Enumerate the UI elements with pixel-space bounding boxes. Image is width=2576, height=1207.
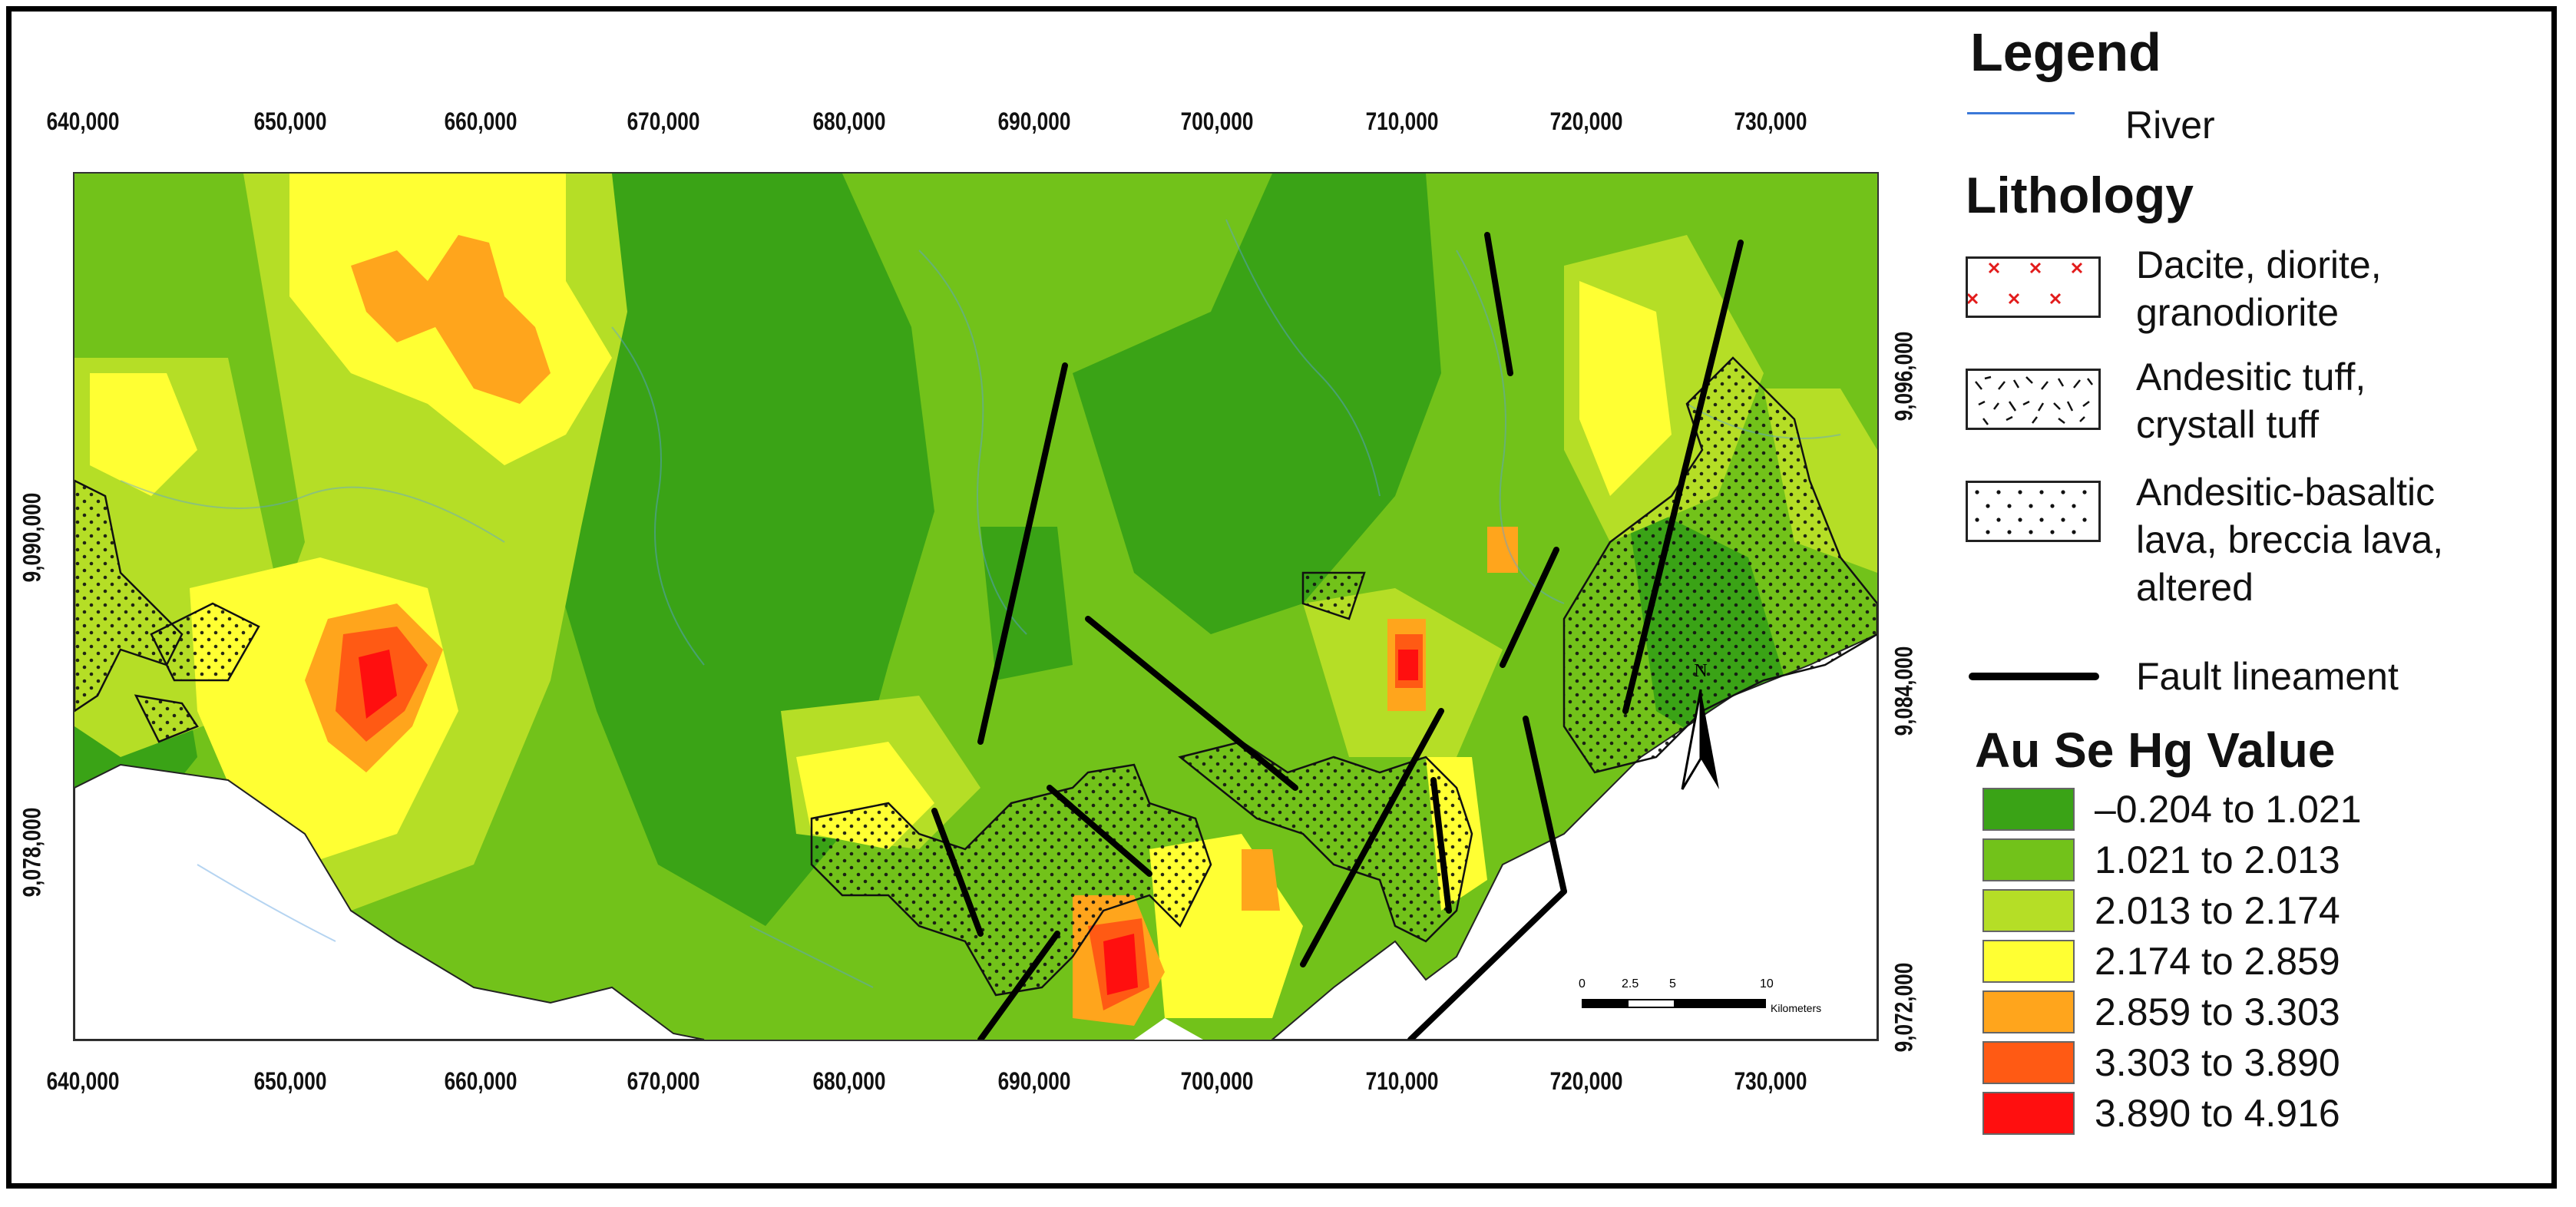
scale-bar: 0 2.5 5 10 Kilometers (1579, 977, 1858, 1030)
class-label: 3.303 to 3.890 (2095, 1041, 2340, 1084)
river-network (120, 219, 1841, 988)
x-tick-label: 690,000 (997, 107, 1071, 135)
class-swatch (1982, 990, 2075, 1033)
lithology-label-dacite: Dacite, diorite, granodiorite (2136, 241, 2382, 336)
scale-label: 2.5 (1622, 977, 1639, 990)
lithology-label-line: crystall tuff (2136, 403, 2320, 446)
class-label: 2.174 to 2.859 (2095, 940, 2340, 983)
class-label: 1.021 to 2.013 (2095, 838, 2340, 881)
river-line-symbol (1967, 112, 2075, 114)
x-tick-label: 700,000 (1180, 107, 1254, 135)
x-tick-label: 710,000 (1365, 107, 1439, 135)
x-tick-label: 670,000 (627, 1067, 700, 1095)
lithology-title: Lithology (1966, 167, 2194, 223)
lava-pattern-swatch (1966, 481, 2101, 542)
scale-label: 10 (1760, 977, 1774, 990)
lithology-label-line: altered (2136, 566, 2254, 609)
x-tick-label: 650,000 (253, 107, 327, 135)
scale-unit: Kilometers (1771, 1002, 1822, 1014)
north-arrow: N (1679, 661, 1722, 801)
x-tick-label: 700,000 (1180, 1067, 1254, 1095)
y-tick-label: 9,096,000 (1890, 331, 1918, 422)
x-tick-label: 640,000 (46, 1067, 120, 1095)
x-tick-label: 670,000 (627, 107, 700, 135)
dacite-pattern-swatch (1966, 256, 2101, 318)
class-label: 2.013 to 2.174 (2095, 889, 2340, 932)
class-swatch (1982, 1092, 2075, 1135)
lithology-label-line: lava, breccia lava, (2136, 518, 2444, 561)
x-tick-label: 730,000 (1734, 107, 1807, 135)
tuff-pattern-swatch (1966, 369, 2101, 430)
class-swatch (1982, 838, 2075, 881)
x-tick-label: 690,000 (997, 1067, 1071, 1095)
class-swatch (1982, 940, 2075, 983)
scale-label: 0 (1579, 977, 1586, 990)
y-tick-label: 9,078,000 (18, 807, 46, 898)
x-tick-label: 640,000 (46, 107, 120, 135)
legend-title: Legend (1970, 22, 2161, 82)
scale-bar-graphic (1582, 999, 1766, 1008)
x-tick-label: 730,000 (1734, 1067, 1807, 1095)
fault-line-symbol (1969, 673, 2099, 680)
x-tick-label: 650,000 (253, 1067, 327, 1095)
outside-area (1271, 633, 1877, 1040)
outside-area (74, 763, 705, 1040)
lithology-label-line: Dacite, diorite, (2136, 243, 2382, 286)
lithology-label-line: Andesitic tuff, (2136, 355, 2366, 398)
x-tick-label: 720,000 (1549, 107, 1623, 135)
class-swatch (1982, 889, 2075, 932)
x-tick-label: 720,000 (1549, 1067, 1623, 1095)
y-tick-label: 9,072,000 (1890, 962, 1918, 1053)
fault-lineaments (931, 232, 1744, 1040)
map-canvas (74, 174, 1877, 1040)
class-label: –0.204 to 1.021 (2095, 788, 2362, 831)
class-swatch (1982, 1041, 2075, 1084)
lithology-label-line: granodiorite (2136, 291, 2340, 334)
north-label: N (1694, 661, 1708, 681)
value-title: Au Se Hg Value (1975, 723, 2336, 778)
x-tick-label: 660,000 (444, 1067, 518, 1095)
class-swatch (1982, 788, 2075, 831)
scale-label: 5 (1669, 977, 1676, 990)
fault-label: Fault lineament (2136, 655, 2399, 698)
north-arrow-icon (1681, 689, 1719, 790)
class-label: 2.859 to 3.303 (2095, 990, 2340, 1033)
x-tick-label: 660,000 (444, 107, 518, 135)
lithology-label-lava: Andesitic-basaltic lava, breccia lava, a… (2136, 468, 2443, 611)
x-tick-label: 680,000 (812, 107, 886, 135)
map-panel[interactable]: N 0 2.5 5 10 Kilometers (73, 172, 1879, 1041)
y-tick-label: 9,090,000 (18, 492, 46, 583)
lithology-label-tuff: Andesitic tuff, crystall tuff (2136, 353, 2366, 448)
river-label: River (2125, 104, 2215, 147)
x-tick-label: 680,000 (812, 1067, 886, 1095)
x-tick-label: 710,000 (1365, 1067, 1439, 1095)
legend: Legend River Lithology Dacite, diorite, … (1966, 15, 2549, 1152)
class-label: 3.890 to 4.916 (2095, 1092, 2340, 1135)
y-tick-label: 9,084,000 (1890, 646, 1918, 736)
lithology-label-line: Andesitic-basaltic (2136, 471, 2435, 514)
outside-area (1134, 1018, 1203, 1040)
